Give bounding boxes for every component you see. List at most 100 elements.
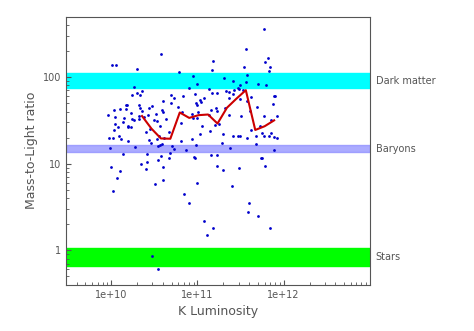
Point — [242, 79, 249, 84]
Point — [109, 135, 117, 140]
Point — [109, 188, 117, 194]
Point — [237, 114, 245, 119]
Point — [229, 78, 237, 83]
Point — [260, 26, 268, 32]
Point — [138, 88, 146, 94]
Point — [177, 120, 185, 126]
Point — [185, 85, 192, 90]
Point — [197, 99, 205, 105]
Point — [257, 155, 265, 161]
Point — [117, 168, 124, 173]
Point — [266, 225, 274, 231]
Point — [135, 116, 143, 121]
Point — [167, 100, 174, 106]
Point — [124, 123, 132, 128]
Point — [219, 132, 227, 137]
Point — [194, 180, 201, 185]
Text: Stars: Stars — [376, 253, 401, 262]
Point — [206, 86, 213, 91]
Point — [237, 134, 244, 139]
Point — [271, 93, 278, 99]
Point — [168, 144, 176, 149]
Point — [207, 129, 214, 134]
Point — [189, 111, 196, 116]
Point — [191, 91, 199, 97]
Point — [105, 135, 112, 140]
Point — [107, 145, 114, 151]
Point — [220, 75, 228, 80]
Point — [235, 134, 242, 139]
Point — [252, 141, 259, 146]
Point — [137, 162, 145, 167]
Point — [208, 90, 216, 95]
Point — [254, 82, 261, 87]
Point — [235, 165, 242, 170]
Point — [154, 143, 161, 149]
Point — [155, 267, 162, 272]
Point — [153, 118, 160, 124]
Point — [160, 177, 167, 183]
Point — [138, 108, 146, 113]
Point — [175, 70, 183, 75]
Point — [241, 65, 248, 70]
Point — [261, 163, 268, 168]
Y-axis label: Mass-to-Light ratio: Mass-to-Light ratio — [25, 92, 37, 209]
Point — [115, 134, 122, 139]
Point — [235, 86, 242, 91]
Point — [207, 107, 215, 113]
Point — [159, 165, 167, 170]
Bar — [66, 145, 370, 152]
Point — [266, 65, 273, 70]
Bar — [66, 248, 370, 266]
Point — [148, 103, 156, 109]
Point — [145, 112, 152, 117]
Point — [156, 124, 164, 129]
Point — [194, 116, 201, 121]
Point — [192, 142, 200, 147]
Point — [213, 90, 220, 95]
Point — [194, 110, 201, 115]
Point — [190, 155, 198, 160]
Point — [201, 218, 208, 223]
Point — [108, 62, 116, 68]
X-axis label: K Luminosity: K Luminosity — [178, 305, 258, 318]
Point — [159, 98, 166, 104]
Point — [205, 112, 213, 117]
Point — [170, 95, 178, 100]
Point — [120, 115, 128, 120]
Point — [189, 73, 197, 79]
Point — [228, 183, 236, 189]
Point — [258, 130, 265, 136]
Point — [115, 124, 122, 129]
Point — [112, 114, 119, 119]
Point — [131, 144, 139, 149]
Point — [155, 133, 163, 138]
Point — [162, 117, 169, 122]
Point — [246, 201, 253, 206]
Point — [245, 209, 252, 214]
Point — [146, 138, 153, 143]
Point — [227, 146, 234, 151]
Point — [128, 92, 136, 97]
Point — [229, 92, 237, 97]
Point — [130, 118, 138, 123]
Point — [128, 124, 135, 129]
Point — [225, 113, 232, 118]
Point — [270, 135, 278, 140]
Point — [234, 86, 241, 91]
Point — [142, 166, 149, 172]
Point — [133, 67, 141, 72]
Point — [267, 131, 274, 136]
Point — [243, 99, 250, 104]
Point — [189, 115, 197, 120]
Point — [181, 191, 188, 196]
Point — [119, 151, 127, 156]
Point — [226, 96, 233, 101]
Point — [149, 254, 156, 259]
Point — [221, 105, 229, 111]
Point — [182, 148, 190, 153]
Point — [273, 114, 281, 119]
Point — [209, 225, 217, 231]
Point — [124, 102, 131, 108]
Point — [271, 148, 278, 153]
